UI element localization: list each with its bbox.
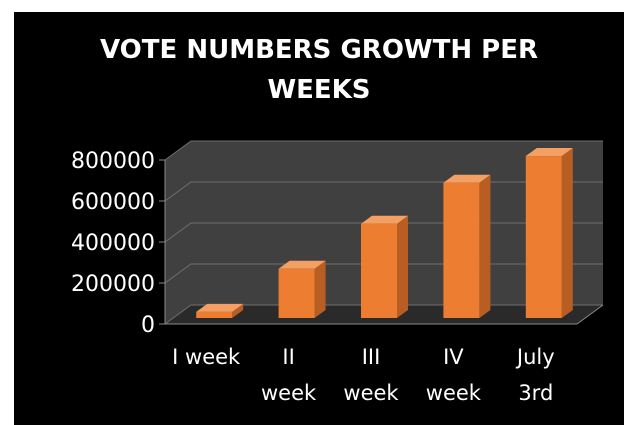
x-category-line: I week: [172, 345, 241, 369]
gridline: [164, 140, 603, 161]
y-tick-label: 600000: [71, 190, 155, 215]
x-category-line: week: [426, 381, 482, 405]
bars: [196, 148, 573, 318]
bar-top: [361, 215, 408, 224]
x-category-line: IV: [443, 345, 464, 369]
bar: [196, 303, 244, 318]
bar-side: [479, 174, 491, 318]
bar-side: [397, 215, 408, 318]
bar-front: [361, 223, 397, 318]
x-category-label: III week: [343, 345, 399, 405]
y-tick-label: 400000: [71, 231, 155, 256]
x-category-line: 3rd: [518, 381, 553, 405]
x-category-line: III: [362, 345, 381, 369]
bar-front: [443, 182, 480, 318]
y-tick-label: 0: [141, 313, 155, 338]
bar-front: [196, 311, 233, 318]
bar-front: [525, 156, 562, 318]
floor-edge-line: [576, 304, 604, 325]
y-tick-label: 200000: [71, 272, 155, 297]
chart-title-line: VOTE NUMBERS GROWTH PER: [100, 35, 538, 65]
x-axis-categories: I week II week III week IV week July 3rd: [172, 345, 555, 405]
bar-top: [443, 174, 491, 183]
bar-top: [278, 260, 326, 269]
bar: [361, 215, 408, 318]
x-category-line: week: [261, 381, 317, 405]
x-category-line: II: [282, 345, 294, 369]
x-category-line: July: [515, 345, 555, 369]
bar: [525, 148, 573, 318]
bar-top: [196, 303, 244, 312]
y-axis-ticks: 0 200000 400000 600000 800000: [71, 149, 165, 338]
bar-front: [278, 268, 315, 318]
chart-title: VOTE NUMBERS GROWTH PER WEEKS: [100, 35, 538, 105]
bar-chart: VOTE NUMBERS GROWTH PER WEEKS 0 200000 4000…: [71, 35, 604, 405]
bar: [278, 260, 326, 318]
x-category-label: July 3rd: [515, 345, 555, 405]
x-category-label: I week: [172, 345, 241, 369]
bar-side: [314, 260, 326, 318]
bar-side: [561, 148, 573, 318]
chart-title-line: WEEKS: [267, 75, 370, 105]
bar-top: [525, 148, 573, 157]
x-category-label: II week: [261, 345, 317, 405]
chart-frame: VOTE NUMBERS GROWTH PER WEEKS 0 200000 4000…: [14, 12, 624, 425]
x-category-line: week: [343, 381, 399, 405]
y-tick-label: 800000: [71, 149, 155, 174]
x-category-label: IV week: [426, 345, 482, 405]
bar: [443, 174, 491, 318]
bar-side: [232, 303, 244, 318]
